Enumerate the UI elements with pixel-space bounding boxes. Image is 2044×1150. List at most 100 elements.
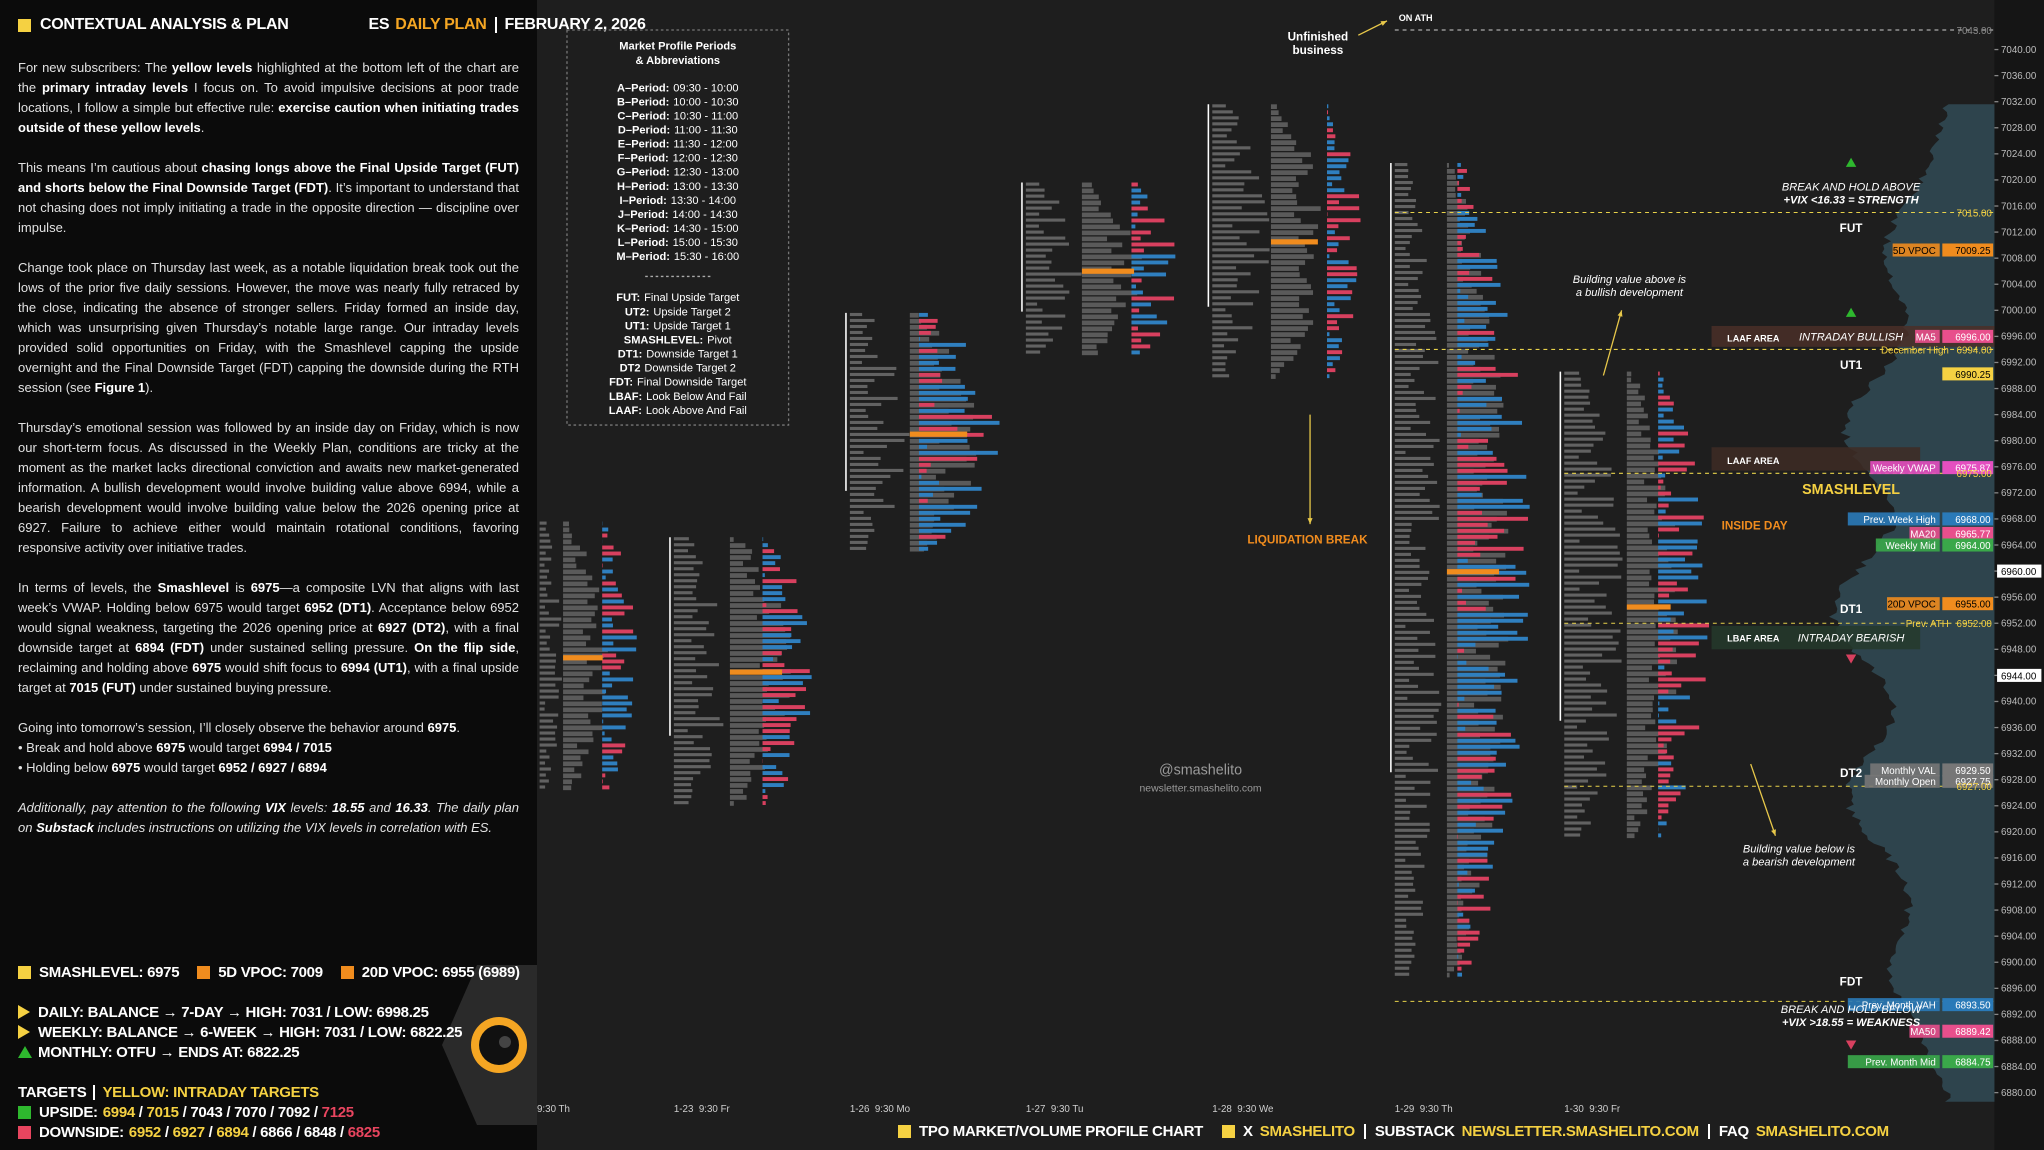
tpo-letters <box>539 629 546 633</box>
tpo-letters <box>1394 222 1418 227</box>
tpo-block <box>1446 186 1456 192</box>
tpo-letters <box>539 743 557 747</box>
price-label: 6984.00 <box>2001 410 2037 421</box>
legend-text: Pivot <box>707 334 732 346</box>
tpo-letters <box>1212 212 1268 216</box>
tpo-block <box>1446 912 1460 918</box>
annotation: FUT <box>1840 222 1864 235</box>
tpo-letters <box>1212 278 1238 282</box>
analysis-panel: CONTEXTUAL ANALYSIS & PLAN ES DAILY PLAN… <box>0 0 646 1150</box>
tpo-block <box>1626 809 1648 815</box>
bold-text: 6927 (DT2) <box>377 620 446 635</box>
tpo-block <box>563 611 595 617</box>
bold-text: exercise caution when initiating trades … <box>18 100 519 135</box>
tpo-chart: 7040.00 7036.00 7032.00 7028.00 7024.00 7020.… <box>537 0 2044 1150</box>
tpo-block <box>1270 182 1299 187</box>
volume-bar <box>1457 684 1495 689</box>
tpo-letters <box>539 611 549 615</box>
legend-title: Market Profile Periods <box>619 41 736 53</box>
bold-text: On the flip side <box>414 640 516 655</box>
volume-bar <box>1658 677 1706 682</box>
volume-bar <box>602 545 614 550</box>
tpo-block <box>729 741 760 746</box>
tpo-block <box>1270 302 1300 307</box>
legend-text: 09:30 - 10:00 <box>673 82 738 94</box>
price-label: 6964.00 <box>2001 540 2037 551</box>
volume-bar <box>1457 594 1520 599</box>
tpo-letters <box>849 324 867 329</box>
bold-text: 6952 / 6927 / 6894 <box>218 760 327 775</box>
volume-bar <box>602 683 613 688</box>
price-label: 6928.00 <box>2001 775 2037 786</box>
tpo-block <box>563 761 583 767</box>
volume-bar <box>1457 450 1493 455</box>
tpo-letters <box>1394 948 1412 952</box>
arrow-head <box>1771 829 1776 836</box>
volume-bar <box>762 621 807 626</box>
bold-text: chasing longs above the Final Upside Tar… <box>18 160 520 195</box>
tpo-letters <box>1212 206 1242 210</box>
tpo-block <box>1626 737 1657 743</box>
volume-bar <box>762 669 810 674</box>
tpo-block <box>1626 761 1659 767</box>
price-label: 7004.00 <box>2001 279 2037 290</box>
target-square <box>18 1105 31 1119</box>
volume-bar <box>1658 491 1672 496</box>
tpo-letters <box>1564 371 1580 375</box>
tpo-letters <box>1394 180 1413 185</box>
paragraph: This means I’m cautious about chasing lo… <box>18 158 519 238</box>
price-label: 7032.00 <box>2001 97 2037 108</box>
bold-text: 6975 <box>192 660 222 675</box>
volume-bar <box>762 633 792 638</box>
tpo-letters <box>539 605 546 609</box>
tpo-block <box>729 573 747 578</box>
volume-bar <box>1131 344 1151 349</box>
tpo-letters <box>1564 827 1582 831</box>
legend-square <box>18 965 31 979</box>
tpo-letters <box>1394 774 1406 778</box>
tpo-letters <box>1025 284 1064 288</box>
volume-bar <box>1131 308 1140 313</box>
legend-key: J–Period: <box>618 209 668 221</box>
tpo-letters <box>849 414 869 419</box>
volume-bar <box>1457 276 1493 281</box>
tpo-block <box>1626 449 1660 455</box>
volume-bar <box>762 555 781 560</box>
tpo-letters <box>673 555 696 559</box>
tag-label: 20D VPOC <box>1887 600 1935 611</box>
price-label: 6972.00 <box>2001 488 2037 499</box>
tpo-letters <box>1394 924 1407 928</box>
price-tag-bg <box>1942 243 1994 257</box>
tpo-block <box>1270 278 1307 283</box>
tag-label: Prev. ATH <box>1906 619 1949 630</box>
price-label: 6920.00 <box>2001 827 2037 838</box>
target-separator: / <box>248 1123 261 1141</box>
annotation: Building value above is <box>1573 274 1687 286</box>
paragraph: Additionally, pay attention to the follo… <box>18 798 519 838</box>
target-separator: / <box>310 1103 322 1121</box>
tpo-letters <box>1394 792 1431 796</box>
volume-bar <box>1457 702 1459 707</box>
volume-bar <box>602 659 625 664</box>
tpo-block <box>1626 827 1639 833</box>
legend-text: Upside Target 2 <box>653 306 730 318</box>
tpo-block <box>1626 395 1645 401</box>
tpo-letters <box>1212 194 1263 198</box>
legend-text: 11:30 - 12:00 <box>673 139 737 151</box>
tpo-letters <box>1564 503 1614 507</box>
tpo-block <box>563 575 593 581</box>
tpo-letters <box>673 777 694 781</box>
tpo-letters <box>673 705 699 709</box>
volume-bar <box>1658 809 1669 814</box>
volume-bar <box>1658 653 1696 658</box>
tag-label: 5D VPOC <box>1893 246 1936 257</box>
tpo-block <box>1270 212 1295 217</box>
volume-bar <box>1658 515 1704 520</box>
volume-bar <box>918 318 938 323</box>
volume-bar <box>1327 236 1350 241</box>
tpo-letters <box>1564 767 1597 771</box>
tpo-letters <box>1394 972 1410 976</box>
tpo-block <box>563 581 588 587</box>
legend-key: SMASHLEVEL: <box>624 334 703 346</box>
volume-bar <box>762 615 803 620</box>
